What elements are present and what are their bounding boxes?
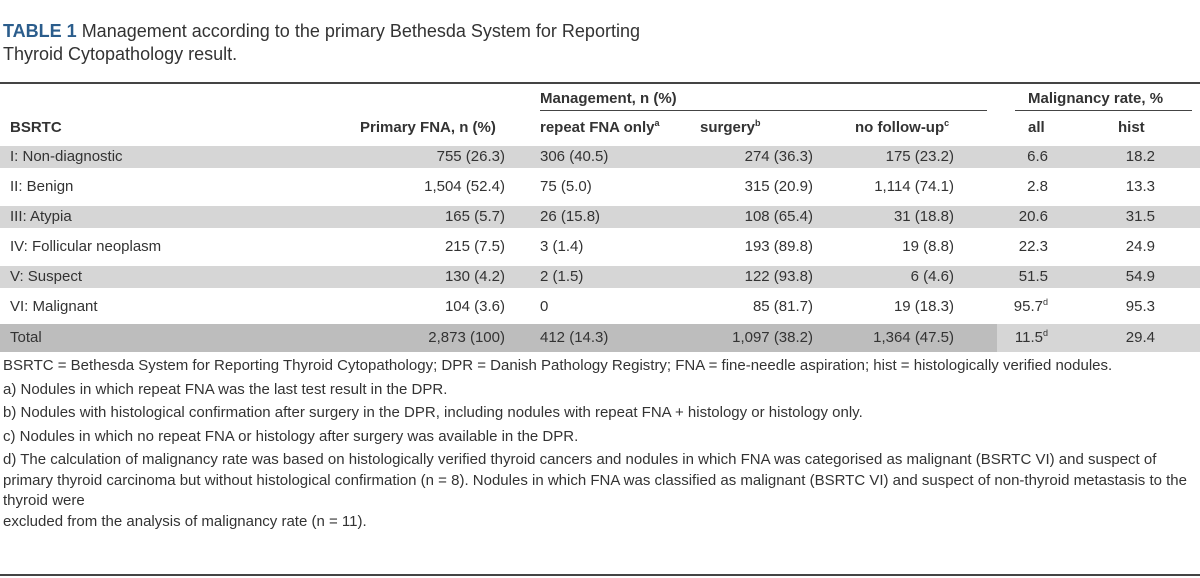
footnote-marker: d	[1042, 328, 1048, 338]
table-cell: 122 (93.8)	[744, 268, 813, 285]
table-cell: 13.3	[1125, 178, 1155, 195]
table-cell: 104 (3.6)	[444, 298, 505, 315]
table-cell: 193 (89.8)	[744, 238, 813, 255]
footnotes: BSRTC = Bethesda System for Reporting Th…	[3, 356, 1193, 532]
table-cell: 31.5	[1125, 208, 1155, 225]
row-band	[0, 266, 1200, 288]
table-cell: 11.5d	[1015, 328, 1048, 348]
table-cell: 1,504 (52.4)	[424, 178, 505, 195]
table-cell: 755 (26.3)	[436, 148, 505, 165]
cell-text: 11.5	[1014, 329, 1043, 346]
cell-text: Primary FNA, n (%)	[360, 119, 496, 136]
group-underline	[1015, 110, 1192, 111]
table-cell: 20.6	[1018, 208, 1048, 225]
table-cell: II: Benign	[10, 178, 74, 195]
table-cell: 51.5	[1018, 268, 1048, 285]
table-cell: 130 (4.2)	[444, 268, 505, 285]
table-cell: 1,364 (47.5)	[873, 329, 954, 346]
row-band	[0, 146, 1200, 168]
top-rule	[0, 82, 1200, 84]
footnote: c) Nodules in which no repeat FNA or his…	[3, 427, 579, 445]
table-cell: 18.2	[1125, 148, 1155, 165]
table-cell: 165 (5.7)	[444, 208, 505, 225]
row-band	[0, 206, 1200, 228]
footnote-marker: a	[654, 118, 660, 128]
cell-text: hist	[1118, 119, 1145, 136]
table-cell: 315 (20.9)	[744, 178, 813, 195]
footnote: b) Nodules with histological confirmatio…	[3, 404, 863, 421]
bottom-rule	[0, 574, 1200, 576]
footnote: BSRTC = Bethesda System for Reporting Th…	[3, 357, 1113, 374]
cell-text: repeat FNA only	[540, 119, 655, 136]
table-cell: Total	[10, 329, 42, 346]
table-cell: 108 (65.4)	[744, 208, 813, 225]
table-cell: III: Atypia	[10, 208, 72, 225]
column-header: BSRTC	[10, 118, 62, 138]
table-cell: 24.9	[1125, 238, 1155, 255]
table-cell: 19 (8.8)	[902, 238, 954, 255]
cell-text: no follow-up	[855, 119, 945, 136]
table-cell: 22.3	[1018, 238, 1048, 255]
cell-text: BSRTC	[10, 119, 62, 136]
table-caption: TABLE 1 Management according to the prim…	[3, 20, 643, 66]
column-header: repeat FNA onlya	[540, 118, 659, 138]
table-cell: 6 (4.6)	[910, 268, 954, 285]
table-title: Management according to the primary Beth…	[3, 21, 640, 64]
footnote-marker: c	[944, 118, 950, 128]
table-cell: 85 (81.7)	[752, 298, 813, 315]
table-cell: VI: Malignant	[10, 298, 98, 315]
footnote-marker: b	[755, 118, 761, 128]
footnote: excluded from the analysis of malignancy…	[3, 512, 367, 530]
table-cell: 2 (1.5)	[540, 268, 584, 285]
cell-text: surgery	[700, 119, 756, 136]
group-header: Malignancy rate, %	[1028, 90, 1164, 107]
footnote: d) The calculation of malignancy rate wa…	[3, 451, 1187, 509]
column-header: no follow-upc	[855, 118, 949, 138]
table-cell: 2,873 (100)	[428, 329, 505, 346]
table-cell: 2.8	[1027, 178, 1048, 195]
table-cell: 29.4	[1125, 329, 1155, 346]
table-cell: 1,097 (38.2)	[732, 329, 813, 346]
table-label: TABLE 1	[3, 21, 77, 41]
table-cell: 274 (36.3)	[744, 148, 813, 165]
group-underline	[540, 110, 987, 111]
table-cell: 54.9	[1125, 268, 1155, 285]
table-cell: 0	[540, 298, 549, 315]
table-cell: 95.7d	[1014, 297, 1048, 317]
cell-text: 95.7	[1013, 298, 1043, 315]
table-cell: 3 (1.4)	[540, 238, 584, 255]
table-cell: 412 (14.3)	[540, 329, 609, 346]
column-header: Primary FNA, n (%)	[360, 118, 496, 138]
row-band	[997, 324, 1200, 352]
group-header: Management, n (%)	[540, 90, 677, 107]
table-cell: 6.6	[1027, 148, 1048, 165]
table-cell: 1,114 (74.1)	[874, 178, 954, 195]
footnote-marker: d	[1042, 297, 1048, 307]
table-cell: 75 (5.0)	[540, 178, 592, 195]
table-cell: 175 (23.2)	[885, 148, 954, 165]
table-cell: 306 (40.5)	[540, 148, 609, 165]
footnote: a) Nodules in which repeat FNA was the l…	[3, 380, 448, 398]
table-cell: IV: Follicular neoplasm	[10, 238, 162, 255]
row-band	[0, 324, 997, 352]
table-cell: V: Suspect	[10, 268, 82, 285]
table-cell: 95.3	[1125, 298, 1155, 315]
table-cell: 19 (18.3)	[893, 298, 954, 315]
table-cell: 215 (7.5)	[444, 238, 505, 255]
table-cell: 26 (15.8)	[540, 208, 601, 225]
column-header: surgeryb	[700, 118, 761, 138]
column-header: all	[1028, 118, 1045, 138]
table-cell: I: Non-diagnostic	[10, 148, 123, 165]
table-cell: 31 (18.8)	[893, 208, 954, 225]
column-header: hist	[1118, 118, 1145, 138]
cell-text: all	[1028, 119, 1045, 136]
